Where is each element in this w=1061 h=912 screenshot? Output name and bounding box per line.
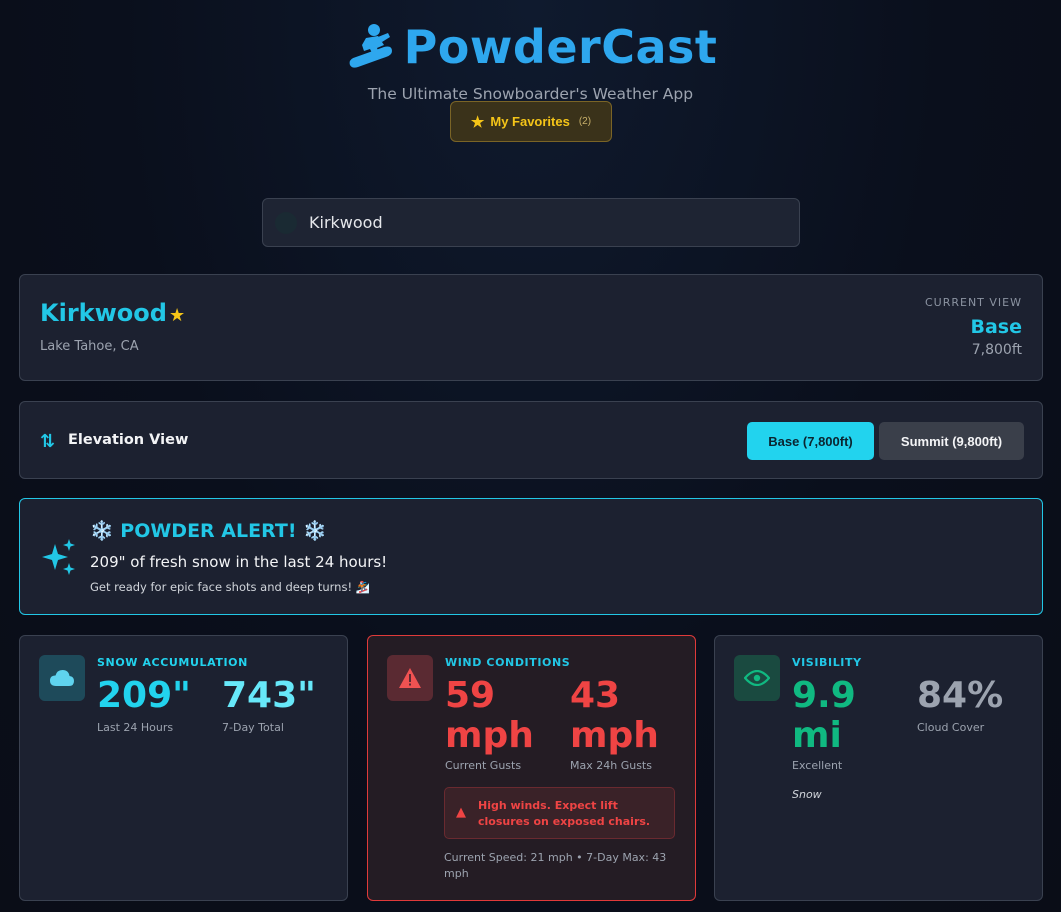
favorite-star-icon[interactable]: ★ [169, 305, 186, 326]
visibility-quality: Excellent [792, 759, 843, 772]
visibility-card: VISIBILITY 9.9 mi Excellent Snow 84% Clo… [714, 635, 1043, 901]
visibility-label: VISIBILITY [792, 656, 862, 669]
snow-7day-value: 743" [222, 675, 316, 716]
current-view-value: Base [970, 316, 1023, 338]
arrows-up-down-icon: ⇅ [40, 431, 56, 452]
current-view-label: CURRENT VIEW [924, 296, 1022, 309]
wind-max-value: 43 [570, 675, 621, 716]
wind-gusts-value: 59 [445, 675, 496, 716]
cloud-cover-value: 84% [917, 675, 1004, 716]
search-icon [275, 211, 297, 234]
wind-max-label: Max 24h Gusts [570, 759, 652, 772]
current-elevation: 7,800ft [971, 342, 1022, 358]
visibility-distance-unit: mi [792, 715, 842, 756]
cloud-icon [39, 655, 85, 701]
snow-label: SNOW ACCUMULATION [97, 656, 248, 669]
wind-max-unit: mph [570, 715, 659, 756]
search-input[interactable] [309, 213, 799, 232]
wind-warning-text: High winds. Expect lift closures on expo… [478, 799, 651, 828]
cloud-cover-label: Cloud Cover [917, 721, 985, 734]
favorites-count: (2) [578, 116, 592, 127]
my-favorites-button[interactable]: ★ My Favorites (2) [450, 101, 612, 142]
snow-7day-label: 7-Day Total [222, 721, 284, 734]
resort-name: Kirkwood [40, 299, 167, 327]
snowboarder-icon [344, 21, 396, 73]
summit-elevation-button[interactable]: Summit (9,800ft) [879, 422, 1024, 460]
app-title: PowderCast [403, 20, 718, 74]
base-elevation-button[interactable]: Base (7,800ft) [747, 422, 874, 460]
brand: PowderCast [344, 18, 718, 76]
app-header: PowderCast The Ultimate Snowboarder's We… [0, 18, 1061, 103]
visibility-condition: Snow [792, 788, 822, 801]
alert-message: 209" of fresh snow in the last 24 hours! [90, 553, 388, 571]
resort-location: Lake Tahoe, CA [40, 339, 139, 354]
snow-24h-value: 209" [97, 675, 191, 716]
star-icon: ★ [470, 113, 485, 131]
wind-gusts-label: Current Gusts [445, 759, 522, 772]
warning-icon: ▲ [456, 805, 466, 820]
wind-footer: Current Speed: 21 mph • 7-Day Max: 43 mp… [444, 851, 667, 880]
elevation-title: Elevation View [68, 432, 189, 448]
alert-subtext: Get ready for epic face shots and deep t… [90, 580, 371, 594]
app-tagline: The Ultimate Snowboarder's Weather App [367, 85, 694, 103]
snow-24h-label: Last 24 Hours [97, 721, 174, 734]
sparkles-icon [40, 538, 78, 576]
eye-icon [734, 655, 780, 701]
wind-label: WIND CONDITIONS [445, 656, 571, 669]
visibility-distance-value: 9.9 [792, 675, 856, 716]
wind-gusts-unit: mph [445, 715, 534, 756]
elevation-card: ⇅ Elevation View Base (7,800ft) Summit (… [19, 401, 1043, 479]
warning-triangle-icon [387, 655, 433, 701]
favorites-label: My Favorites [490, 114, 570, 129]
wind-conditions-card: WIND CONDITIONS 59 mph Current Gusts 43 … [367, 635, 696, 901]
powder-alert: ❄️ POWDER ALERT! ❄️ 209" of fresh snow i… [19, 498, 1043, 615]
snow-accumulation-card: SNOW ACCUMULATION 209" Last 24 Hours 743… [19, 635, 348, 901]
wind-warning: ▲ High winds. Expect lift closures on ex… [444, 787, 675, 839]
alert-title: ❄️ POWDER ALERT! ❄️ [90, 520, 327, 542]
resort-card: Kirkwood ★ Lake Tahoe, CA CURRENT VIEW B… [19, 274, 1043, 381]
search-bar [262, 198, 800, 247]
